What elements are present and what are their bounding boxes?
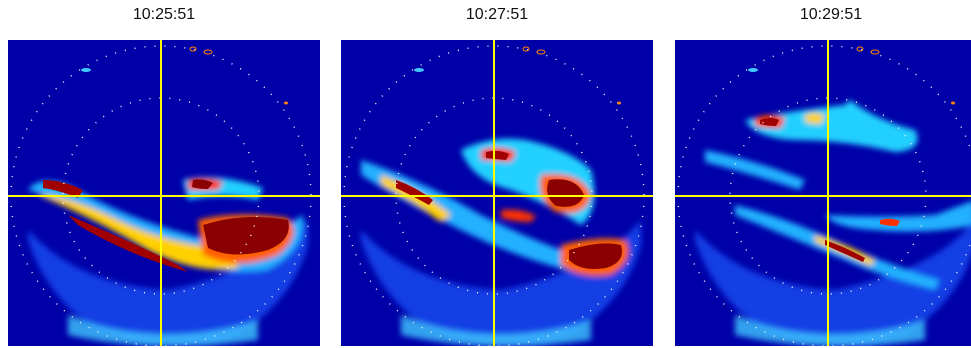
radar-image bbox=[675, 40, 971, 346]
radar-panel-2: 10:27:51 bbox=[341, 0, 653, 348]
panel-timestamp: 10:27:51 bbox=[465, 6, 529, 23]
panel-timestamp: 10:25:51 bbox=[132, 6, 196, 23]
radar-image bbox=[341, 40, 653, 346]
radar-image bbox=[8, 40, 320, 346]
panel-timestamp: 10:29:51 bbox=[799, 6, 863, 23]
radar-panel-3: 10:29:51 bbox=[675, 0, 971, 348]
radar-panel-1: 10:25:51 bbox=[8, 0, 320, 348]
